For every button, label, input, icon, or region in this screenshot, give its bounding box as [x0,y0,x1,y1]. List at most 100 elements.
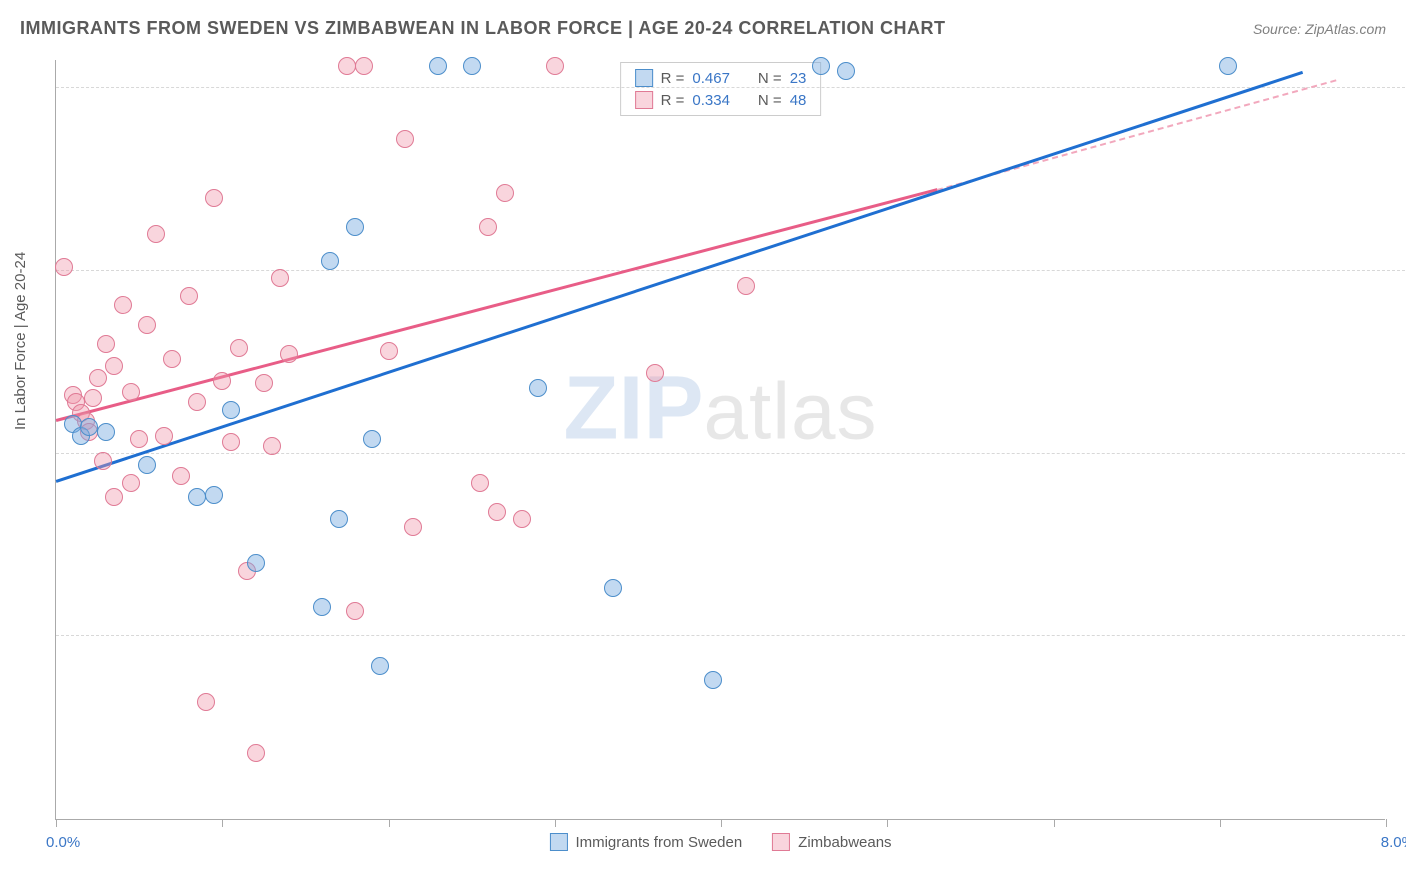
data-point-pink [646,364,664,382]
chart-title: IMMIGRANTS FROM SWEDEN VS ZIMBABWEAN IN … [20,18,946,39]
gridline [56,270,1405,271]
data-point-blue [704,671,722,689]
data-point-pink [163,350,181,368]
data-point-blue [313,598,331,616]
data-point-pink [546,57,564,75]
x-tick [887,819,888,827]
data-point-pink [380,342,398,360]
x-tick [222,819,223,827]
data-point-blue [321,252,339,270]
data-point-pink [230,339,248,357]
data-point-pink [355,57,373,75]
trend-line [56,71,1304,483]
legend-swatch [772,833,790,851]
gridline [56,453,1405,454]
data-point-blue [1219,57,1237,75]
data-point-blue [463,57,481,75]
data-point-pink [105,488,123,506]
y-tick-label: 100.0% [1395,63,1406,80]
data-point-pink [338,57,356,75]
legend-n-value: 48 [790,92,807,109]
gridline [56,87,1405,88]
legend-r-value: 0.467 [692,70,730,87]
data-point-pink [172,467,190,485]
data-point-pink [122,383,140,401]
data-point-blue [330,510,348,528]
data-point-pink [147,225,165,243]
data-point-pink [180,287,198,305]
y-tick-label: 62.5% [1395,611,1406,628]
y-axis-label: In Labor Force | Age 20-24 [12,252,29,430]
x-range-label: 0.0% [46,834,80,851]
data-point-blue [205,486,223,504]
data-point-pink [479,218,497,236]
data-point-blue [371,657,389,675]
legend-r-label: R = [661,92,685,109]
x-tick [56,819,57,827]
data-point-pink [222,433,240,451]
watermark: ZIPatlas [564,358,878,461]
data-point-blue [138,456,156,474]
data-point-blue [247,554,265,572]
data-point-pink [280,345,298,363]
data-point-blue [429,57,447,75]
data-point-pink [255,374,273,392]
data-point-blue [97,423,115,441]
data-point-pink [130,430,148,448]
data-point-pink [105,357,123,375]
legend-swatch [549,833,567,851]
data-point-pink [263,437,281,455]
data-point-blue [604,579,622,597]
legend-r-value: 0.334 [692,92,730,109]
legend-swatch [635,69,653,87]
data-point-pink [97,335,115,353]
data-point-blue [222,401,240,419]
x-tick [721,819,722,827]
legend-n-label: N = [758,70,782,87]
x-tick [1054,819,1055,827]
x-tick [389,819,390,827]
x-tick [555,819,556,827]
y-tick-label: 75.0% [1395,428,1406,445]
data-point-pink [247,744,265,762]
data-point-pink [737,277,755,295]
correlation-legend: R = 0.467 N = 23 R = 0.334 N = 48 [620,62,822,116]
data-point-pink [188,393,206,411]
data-point-pink [513,510,531,528]
x-tick [1220,819,1221,827]
data-point-pink [89,369,107,387]
data-point-blue [188,488,206,506]
data-point-pink [114,296,132,314]
data-point-pink [197,693,215,711]
data-point-pink [396,130,414,148]
legend-r-label: R = [661,70,685,87]
data-point-pink [346,602,364,620]
legend-swatch [635,91,653,109]
data-point-pink [94,452,112,470]
x-tick [1386,819,1387,827]
source-attribution: Source: ZipAtlas.com [1253,21,1386,37]
legend-n-value: 23 [790,70,807,87]
data-point-pink [471,474,489,492]
data-point-pink [122,474,140,492]
data-point-blue [80,418,98,436]
gridline [56,635,1405,636]
x-range-label: 8.0% [1381,834,1406,851]
data-point-blue [812,57,830,75]
data-point-blue [529,379,547,397]
data-point-pink [55,258,73,276]
data-point-blue [346,218,364,236]
data-point-blue [837,62,855,80]
data-point-pink [404,518,422,536]
legend-n-label: N = [758,92,782,109]
y-tick-label: 87.5% [1395,245,1406,262]
data-point-pink [155,427,173,445]
data-point-pink [496,184,514,202]
data-point-pink [213,372,231,390]
data-point-blue [363,430,381,448]
data-point-pink [488,503,506,521]
data-point-pink [84,389,102,407]
data-point-pink [271,269,289,287]
scatter-chart: ZIPatlas R =0.467N =23R =0.334N =48 Immi… [55,60,1385,820]
data-point-pink [138,316,156,334]
